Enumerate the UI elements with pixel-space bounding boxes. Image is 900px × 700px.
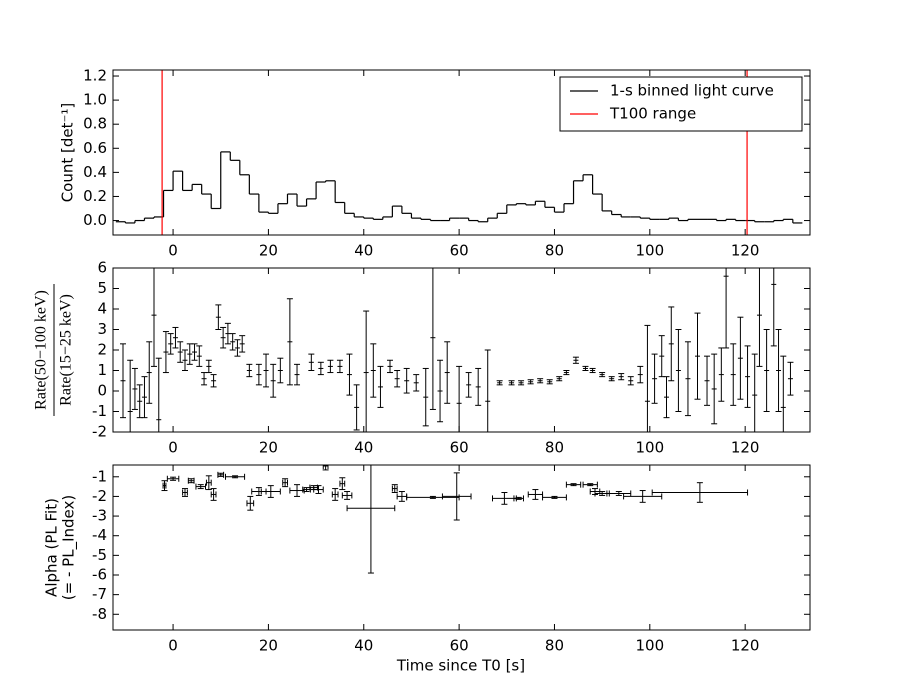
y-label-numerator: Rate(50−100 keV) <box>33 290 50 410</box>
x-tick-label: 40 <box>354 637 373 655</box>
axes-frame <box>112 267 811 433</box>
x-tick-label: 120 <box>731 439 760 457</box>
plot-area <box>161 465 749 574</box>
y-axis-label: Count [det⁻¹] <box>59 103 77 203</box>
x-tick-label: 80 <box>545 242 564 260</box>
y-tick-label: 6 <box>97 259 107 277</box>
plot-area <box>115 70 803 235</box>
y-tick-label: -4 <box>92 526 107 544</box>
x-tick-label: 80 <box>545 439 564 457</box>
x-tick-label: 60 <box>450 439 469 457</box>
y-tick-label: 0.4 <box>83 163 107 181</box>
legend-box <box>559 76 803 132</box>
x-tick-label: 0 <box>168 637 178 655</box>
y-tick-label: -6 <box>92 566 107 584</box>
x-axis-label: Time since T0 [s] <box>396 657 525 675</box>
x-tick-label: 120 <box>731 637 760 655</box>
y-tick-label: -1 <box>92 467 107 485</box>
y-tick-label: 2 <box>97 341 107 359</box>
y-tick-label: 1 <box>97 361 107 379</box>
x-tick-label: 20 <box>259 637 278 655</box>
y-tick-label: 0.8 <box>83 115 107 133</box>
y-tick-label: 0.2 <box>83 187 107 205</box>
y-label-denominator: Rate(15−25 keV) <box>58 294 75 406</box>
x-tick-label: 100 <box>635 637 664 655</box>
x-tick-label: 0 <box>168 439 178 457</box>
y-tick-label: 1.2 <box>83 67 107 85</box>
x-tick-label: 100 <box>635 242 664 260</box>
y-tick-label: 3 <box>97 320 107 338</box>
x-tick-label: 120 <box>731 242 760 260</box>
x-tick-label: 40 <box>354 439 373 457</box>
y-tick-label: 0 <box>97 382 107 400</box>
legend-label: T100 range <box>609 105 696 123</box>
x-tick-label: 80 <box>545 637 564 655</box>
y-tick-label: 1.0 <box>83 91 107 109</box>
x-tick-label: 20 <box>259 439 278 457</box>
y-axis-label: Rate(50−100 keV) Rate(15−25 keV) <box>33 284 75 416</box>
y-tick-label: -1 <box>92 402 107 420</box>
x-tick-label: 40 <box>354 242 373 260</box>
y-tick-label: 5 <box>97 279 107 297</box>
y-tick-label: 4 <box>97 300 107 318</box>
axes-frame <box>112 464 811 631</box>
legend: 1-s binned light curve T100 range <box>559 76 803 132</box>
y-axis-label: Alpha (PL Fit) <box>43 498 61 597</box>
axes-frame <box>112 69 811 236</box>
x-tick-label: 0 <box>168 242 178 260</box>
y-tick-label: -8 <box>92 605 107 623</box>
y-tick-label: -5 <box>92 546 107 564</box>
legend-label: 1-s binned light curve <box>610 82 774 100</box>
x-tick-label: 100 <box>635 439 664 457</box>
x-tick-label: 20 <box>259 242 278 260</box>
x-tick-label: 60 <box>450 242 469 260</box>
y-tick-label: -7 <box>92 585 107 603</box>
plot-area <box>120 268 794 432</box>
y-tick-label: -3 <box>92 507 107 525</box>
y-axis-label: (= - PL_Index) <box>60 495 79 600</box>
y-tick-label: 0.6 <box>83 139 107 157</box>
y-tick-label: -2 <box>92 423 107 441</box>
y-tick-label: -2 <box>92 487 107 505</box>
y-tick-label: 0.0 <box>83 211 107 229</box>
x-tick-label: 60 <box>450 637 469 655</box>
